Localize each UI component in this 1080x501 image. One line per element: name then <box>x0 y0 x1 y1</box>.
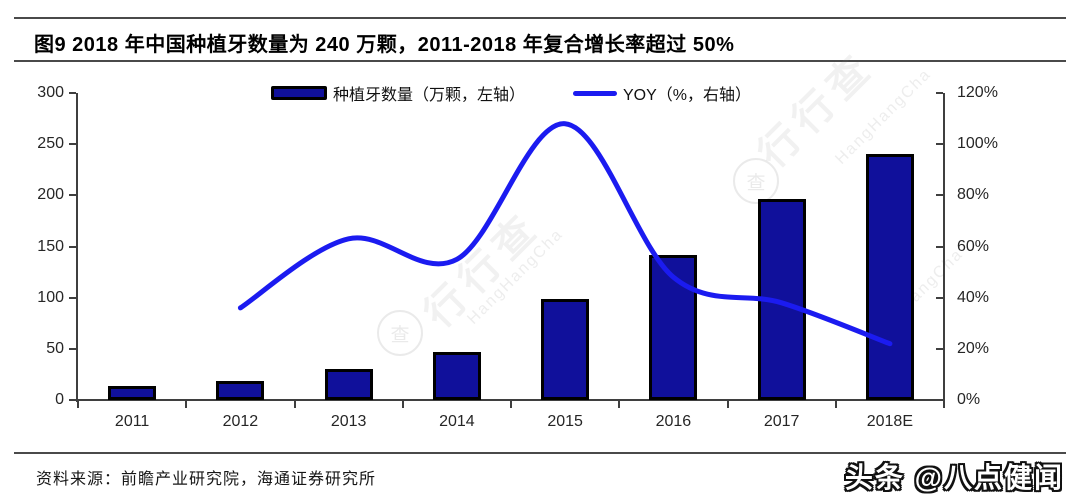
x-axis-tick <box>510 401 512 408</box>
bar-2014 <box>432 351 481 400</box>
right-axis-tick-label: 0% <box>957 391 981 408</box>
x-axis-category-label: 2014 <box>439 413 475 430</box>
x-axis-category-label: 2016 <box>655 413 692 430</box>
left-axis-tick <box>69 296 76 299</box>
x-axis-category-label: 2015 <box>547 413 583 430</box>
right-axis-tick <box>936 194 943 197</box>
x-axis-tick <box>618 401 621 408</box>
legend-label-yoy: YOY（%，右轴） <box>622 87 752 104</box>
bar-2018E <box>865 154 914 400</box>
top-rule <box>14 17 1066 19</box>
right-axis-tick <box>936 245 943 248</box>
left-axis <box>76 93 78 402</box>
bar-2012 <box>216 380 265 400</box>
legend-label-implants: 种植牙数量（万颗，左轴） <box>332 87 525 104</box>
left-axis-tick-label: 0 <box>55 391 64 408</box>
publisher-branding: 头条 @八点健闻 <box>844 462 1064 493</box>
chart-legend: 种植牙数量（万颗，左轴） YOY（%，右轴） <box>0 82 1022 104</box>
left-axis-tick <box>69 194 76 197</box>
right-axis-tick-label: 120% <box>957 84 998 101</box>
bottom-rule <box>14 452 1066 454</box>
x-axis-tick <box>77 401 79 408</box>
left-axis-tick-label: 300 <box>37 84 64 101</box>
bar-2015 <box>541 298 590 400</box>
x-axis-category-label: 2017 <box>763 413 800 430</box>
right-axis-tick-label: 40% <box>957 288 990 306</box>
bar-2011 <box>108 385 157 400</box>
legend-item-implants: 种植牙数量（万颗，左轴） <box>270 81 525 105</box>
right-axis <box>943 93 945 402</box>
right-axis-tick <box>936 92 943 94</box>
watermark-logo-icon: 查 <box>377 310 423 356</box>
left-axis-tick <box>69 92 76 94</box>
bar-series-swatch-icon <box>270 86 327 100</box>
left-axis-tick-label: 150 <box>37 237 64 255</box>
x-axis-category-label: 2013 <box>330 413 367 430</box>
watermark-text-cn: 行行查 <box>750 43 884 177</box>
right-axis-tick-label: 20% <box>957 339 990 357</box>
bar-2013 <box>324 369 373 400</box>
x-axis <box>76 399 945 401</box>
left-axis-tick-label: 200 <box>37 186 64 204</box>
right-axis-tick-label: 100% <box>957 135 998 153</box>
right-axis-tick <box>936 347 943 350</box>
right-axis-tick <box>936 399 943 401</box>
bar-2016 <box>649 254 698 400</box>
x-axis-tick <box>401 401 404 408</box>
watermark-text-cn: 行行查 <box>416 203 550 337</box>
left-axis-tick-label: 50 <box>46 339 64 357</box>
x-axis-tick <box>726 401 729 408</box>
x-axis-category-label: 2012 <box>222 413 259 430</box>
line-series-swatch-icon <box>572 90 617 96</box>
bar-2017 <box>757 199 806 400</box>
left-axis-tick <box>69 143 76 146</box>
source-note: 资料来源：前瞻产业研究院，海通证券研究所 <box>36 471 377 488</box>
title-divider-rule <box>14 60 1066 62</box>
watermark-logo-icon: 查 <box>733 158 779 204</box>
watermark-text-en: HangHangCha <box>832 65 935 168</box>
left-axis-tick <box>69 245 76 248</box>
left-axis-tick-label: 100 <box>37 288 64 306</box>
x-axis-tick <box>293 401 296 408</box>
figure-title: 图9 2018 年中国种植牙数量为 240 万颗，2011-2018 年复合增长… <box>34 34 735 56</box>
x-axis-tick <box>185 401 188 408</box>
right-axis-tick-label: 80% <box>957 186 990 204</box>
x-axis-category-label: 2011 <box>114 413 150 430</box>
left-axis-tick <box>69 399 76 401</box>
x-axis-category-label: 2018E <box>866 413 913 430</box>
x-axis-tick <box>834 401 837 408</box>
right-axis-tick <box>936 143 943 146</box>
legend-item-yoy: YOY（%，右轴） <box>572 81 752 105</box>
x-axis-tick <box>943 401 945 408</box>
right-axis-tick <box>936 296 943 299</box>
right-axis-tick-label: 60% <box>957 237 990 255</box>
left-axis-tick-label: 250 <box>37 135 64 153</box>
left-axis-tick <box>69 347 76 350</box>
